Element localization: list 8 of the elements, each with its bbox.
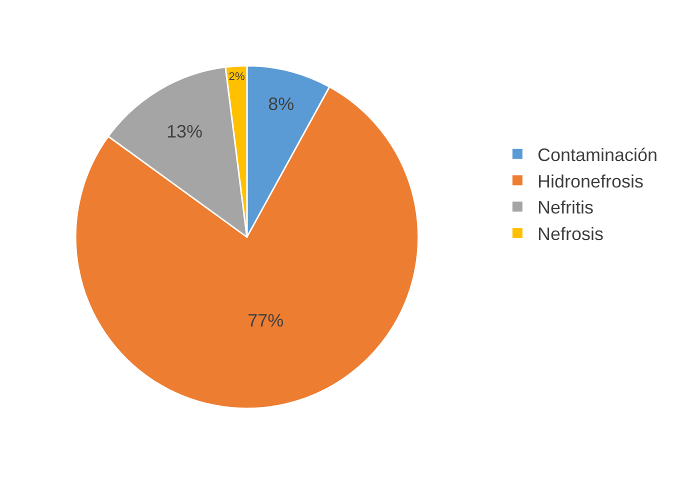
data-label: 13% xyxy=(166,121,203,142)
legend-label: Nefrosis xyxy=(537,224,604,244)
data-label: 8% xyxy=(268,94,294,114)
legend-label: Contaminación xyxy=(537,144,658,165)
legend-label: Nefritis xyxy=(537,198,594,218)
legend-label: Hidronefrosis xyxy=(537,171,644,192)
data-label: 2% xyxy=(228,70,245,83)
data-label: 77% xyxy=(248,310,284,331)
